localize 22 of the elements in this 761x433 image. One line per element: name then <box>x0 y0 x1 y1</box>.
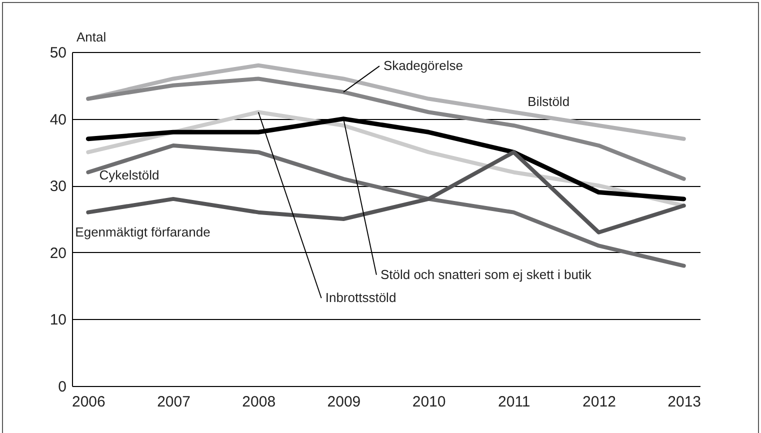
x-tick-label: 2006 <box>72 394 106 410</box>
text: Inbrottsstöld <box>325 290 396 306</box>
x-tick-label: 2011 <box>498 394 530 410</box>
y-axis-title: Antal <box>76 30 106 44</box>
series-label: Egenmäktigt förfarande <box>75 224 210 240</box>
x-tick-label: 2013 <box>668 394 702 410</box>
text: Stöld och snatteri som ej skett i butik <box>380 266 592 282</box>
y-tick-label: 30 <box>50 178 66 196</box>
text: Skadegörelse <box>383 58 463 74</box>
x-tick-label: 2008 <box>242 394 276 410</box>
y-tick-label: 10 <box>50 312 66 329</box>
x-tick-label: 2009 <box>327 394 361 410</box>
series-label: Cykelstöld <box>99 168 160 183</box>
line-series <box>86 76 686 181</box>
y-tick-label: 50 <box>50 44 66 62</box>
y-tick-label: 0 <box>58 378 66 396</box>
series-label: Bilstöld <box>528 94 570 110</box>
y-tick-label: 20 <box>50 244 66 262</box>
x-tick-label: 2010 <box>412 394 446 410</box>
x-tick-label: 2007 <box>157 394 190 410</box>
x-tick-label: 2012 <box>582 394 616 410</box>
y-tick-label: 40 <box>50 111 66 128</box>
